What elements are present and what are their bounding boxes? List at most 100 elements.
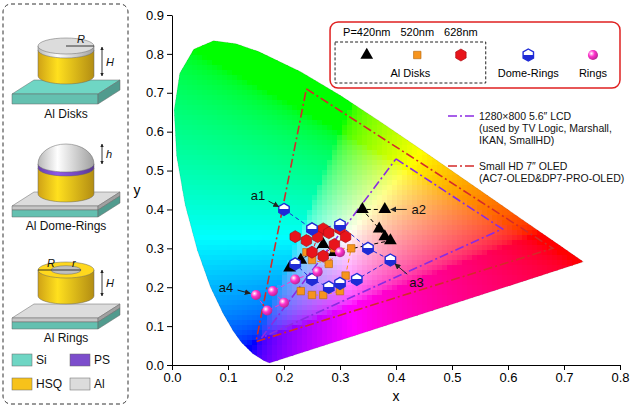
- chromaticity-cell: [317, 170, 323, 176]
- chromaticity-cell: [247, 210, 253, 216]
- chromaticity-cell: [182, 195, 188, 201]
- chromaticity-cell: [297, 220, 303, 226]
- chromaticity-cell: [207, 135, 213, 141]
- chromaticity-cell: [287, 195, 293, 201]
- chromaticity-cell: [212, 165, 218, 171]
- chromaticity-cell: [307, 175, 313, 181]
- chromaticity-cell: [297, 155, 303, 161]
- chromaticity-cell: [247, 305, 253, 311]
- chromaticity-cell: [222, 235, 228, 241]
- chromaticity-cell: [282, 250, 288, 256]
- chromaticity-cell: [232, 135, 238, 141]
- chromaticity-cell: [217, 85, 223, 91]
- chromaticity-cell: [212, 250, 218, 256]
- chromaticity-cell: [332, 135, 338, 141]
- chromaticity-cell: [212, 105, 218, 111]
- chromaticity-cell: [207, 70, 213, 76]
- chromaticity-cell: [222, 50, 228, 56]
- chromaticity-cell: [212, 135, 218, 141]
- chromaticity-cell: [247, 315, 253, 321]
- chromaticity-cell: [317, 215, 323, 221]
- chromaticity-cell: [287, 145, 293, 151]
- chromaticity-cell: [257, 225, 263, 231]
- chromaticity-cell: [247, 245, 253, 251]
- chromaticity-cell: [202, 220, 208, 226]
- chromaticity-cell: [322, 150, 328, 156]
- chromaticity-cell: [207, 145, 213, 151]
- chromaticity-cell: [317, 100, 323, 106]
- chromaticity-cell: [222, 245, 228, 251]
- chromaticity-cell: [192, 215, 198, 221]
- chromaticity-cell: [222, 105, 228, 111]
- chromaticity-cell: [182, 90, 188, 96]
- chromaticity-cell: [302, 170, 308, 176]
- chromaticity-cell: [312, 175, 318, 181]
- chromaticity-cell: [272, 230, 278, 236]
- chromaticity-cell: [242, 190, 248, 196]
- chromaticity-cell: [192, 210, 198, 216]
- chromaticity-cell: [227, 155, 233, 161]
- chromaticity-cell: [192, 170, 198, 176]
- chromaticity-cell: [267, 250, 273, 256]
- chromaticity-cell: [227, 105, 233, 111]
- chromaticity-cell: [277, 115, 283, 121]
- chromaticity-cell: [232, 180, 238, 186]
- chromaticity-cell: [177, 90, 183, 96]
- chromaticity-cell: [192, 90, 198, 96]
- chromaticity-cell: [202, 130, 208, 136]
- chromaticity-cell: [277, 290, 283, 296]
- chromaticity-cell: [272, 220, 278, 226]
- dimension-label: h: [106, 148, 112, 160]
- chromaticity-cell: [287, 80, 293, 86]
- chromaticity-cell: [312, 340, 318, 346]
- chromaticity-cell: [207, 80, 213, 86]
- chromaticity-cell: [242, 270, 248, 276]
- chromaticity-cell: [207, 85, 213, 91]
- chromaticity-cell: [242, 245, 248, 251]
- chromaticity-cell: [352, 290, 358, 296]
- chromaticity-cell: [197, 240, 203, 246]
- chromaticity-cell: [217, 135, 223, 141]
- chromaticity-cell: [277, 185, 283, 191]
- chromaticity-cell: [177, 100, 183, 106]
- chromaticity-cell: [307, 140, 313, 146]
- chromaticity-cell: [327, 320, 333, 326]
- chromaticity-cell: [297, 300, 303, 306]
- chromaticity-cell: [317, 115, 323, 121]
- chromaticity-cell: [277, 270, 283, 276]
- chromaticity-cell: [267, 145, 273, 151]
- chromaticity-cell: [237, 75, 243, 81]
- chromaticity-cell: [272, 270, 278, 276]
- chromaticity-cell: [232, 205, 238, 211]
- dimension-line: [66, 46, 94, 47]
- chromaticity-cell: [222, 80, 228, 86]
- material-label: Si: [36, 353, 47, 367]
- chromaticity-cell: [257, 105, 263, 111]
- chromaticity-cell: [177, 130, 183, 136]
- chromaticity-cell: [257, 285, 263, 291]
- chromaticity-cell: [317, 330, 323, 336]
- chromaticity-cell: [277, 145, 283, 151]
- chromaticity-cell: [242, 320, 248, 326]
- chromaticity-cell: [242, 145, 248, 151]
- chromaticity-cell: [232, 320, 238, 326]
- chromaticity-cell: [307, 115, 313, 121]
- chromaticity-cell: [307, 300, 313, 306]
- chromaticity-cell: [242, 130, 248, 136]
- chromaticity-cell: [297, 205, 303, 211]
- chromaticity-cell: [242, 265, 248, 271]
- chromaticity-cell: [242, 295, 248, 301]
- chromaticity-cell: [282, 215, 288, 221]
- chromaticity-cell: [322, 175, 328, 181]
- chromaticity-cell: [307, 190, 313, 196]
- chromaticity-cell: [332, 140, 338, 146]
- chromaticity-cell: [237, 50, 243, 56]
- chromaticity-cell: [347, 170, 353, 176]
- chromaticity-cell: [212, 95, 218, 101]
- chromaticity-cell: [327, 125, 333, 131]
- chromaticity-cell: [197, 215, 203, 221]
- chromaticity-cell: [192, 110, 198, 116]
- chromaticity-cell: [302, 205, 308, 211]
- chromaticity-cell: [217, 260, 223, 266]
- chromaticity-cell: [242, 315, 248, 321]
